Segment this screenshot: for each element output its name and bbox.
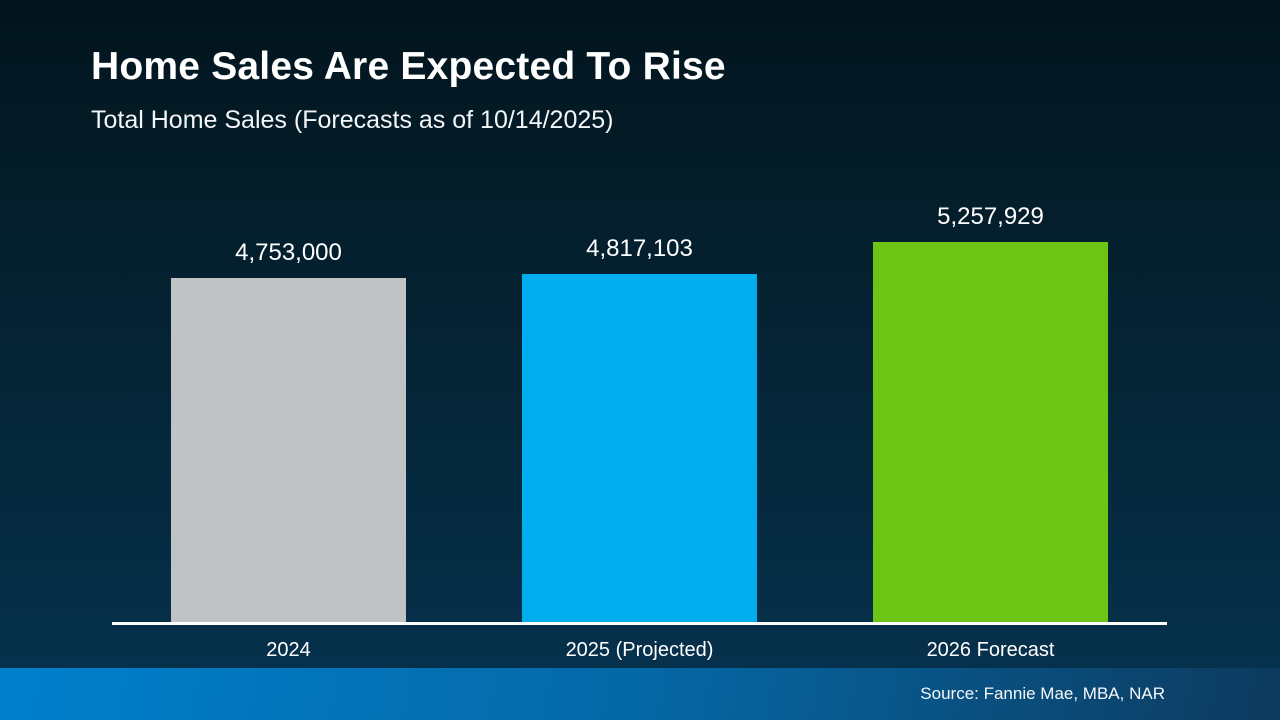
x-axis-label-2024: 2024 (266, 639, 311, 661)
x-axis-label-2025: 2025 (Projected) (565, 639, 714, 661)
x-axis-label-2026: 2026 Forecast (926, 639, 1055, 661)
footer-bar: Source: Fannie Mae, MBA, NAR (0, 668, 1280, 720)
bar-group-2026: 5,257,929 (873, 202, 1108, 622)
chart-subtitle: Total Home Sales (Forecasts as of 10/14/… (91, 105, 614, 134)
bar-value-label-2025: 4,817,103 (586, 235, 693, 262)
bar-value-label-2024: 4,753,000 (235, 239, 342, 266)
bar-group-2024: 4,753,000 (171, 238, 406, 622)
bar-value-label-2026: 5,257,929 (937, 203, 1044, 230)
bar-2026 (873, 242, 1108, 622)
bar-group-2025: 4,817,103 (522, 234, 757, 622)
chart-title: Home Sales Are Expected To Rise (91, 45, 726, 88)
chart-header: Home Sales Are Expected To Rise Total Ho… (91, 45, 726, 135)
bar-2024 (171, 278, 406, 622)
x-axis-line (112, 622, 1167, 625)
x-axis-labels: 2024 2025 (Projected) 2026 Forecast (0, 637, 1280, 663)
source-text: Source: Fannie Mae, MBA, NAR (920, 684, 1165, 703)
bar-2025 (522, 274, 757, 622)
